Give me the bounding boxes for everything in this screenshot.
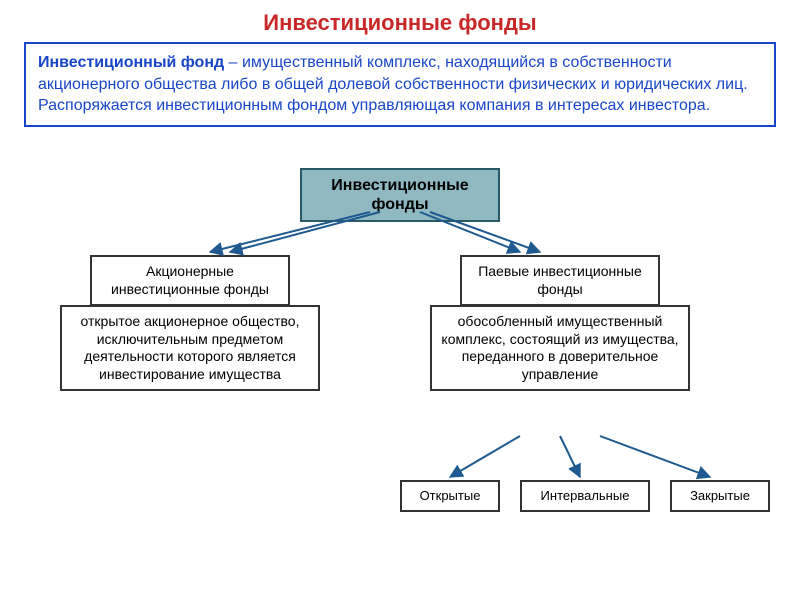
page-title: Инвестиционные фонды [0, 0, 800, 42]
definition-box: Инвестиционный фонд – имущественный комп… [24, 42, 776, 127]
subtype-open-node: Открытые [400, 480, 500, 512]
center-node: Инвестиционные фонды [300, 168, 500, 222]
right-type-node: Паевые инвестиционные фонды [460, 255, 660, 306]
left-type-node: Акционерные инвестиционные фонды [90, 255, 290, 306]
left-desc-node: открытое акционерное общество, исключите… [60, 305, 320, 391]
subtype-interval-node: Интервальные [520, 480, 650, 512]
right-desc-node: обособленный имущественный комплекс, сос… [430, 305, 690, 391]
definition-term: Инвестиционный фонд [38, 54, 224, 71]
subtype-closed-node: Закрытые [670, 480, 770, 512]
